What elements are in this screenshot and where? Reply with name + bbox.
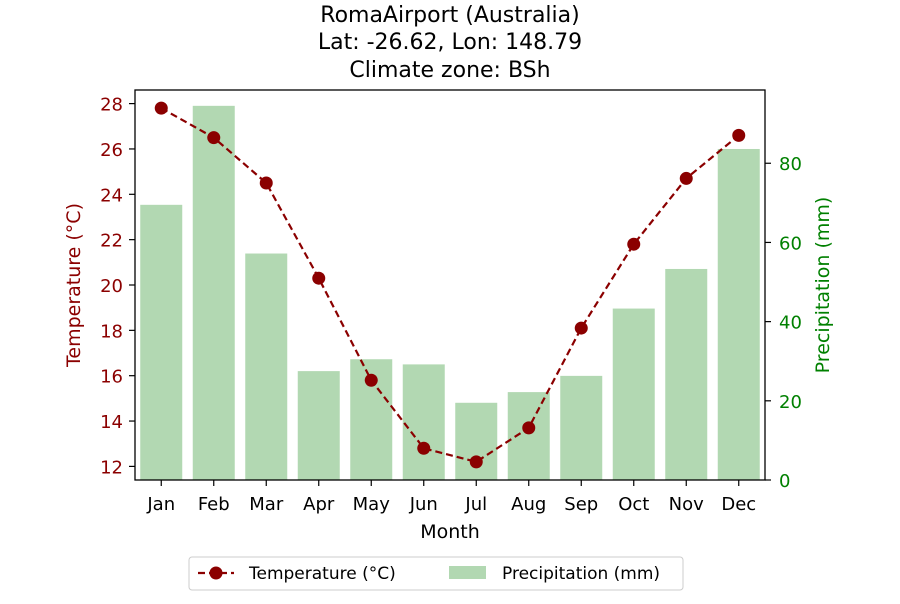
chart-title-line-2: Lat: -26.62, Lon: 148.79 <box>318 30 582 55</box>
temperature-point-aug <box>522 421 536 435</box>
x-tick-label-mar: Mar <box>249 494 284 515</box>
temperature-line-series <box>154 101 746 469</box>
x-tick-label-may: May <box>353 494 391 515</box>
legend-temperature-label: Temperature (°C) <box>248 564 396 584</box>
precipitation-bar-jul <box>455 402 498 480</box>
temperature-point-dec <box>732 128 746 142</box>
x-tick-label-jun: Jun <box>409 494 438 515</box>
precipitation-bar-jun <box>402 364 445 480</box>
legend-temperature-marker <box>209 566 223 580</box>
left-tick-label-28: 28 <box>100 95 123 116</box>
temperature-point-oct <box>627 237 641 251</box>
right-tick-label-20: 20 <box>779 392 802 413</box>
x-tick-label-nov: Nov <box>669 494 704 515</box>
x-tick-label-jan: Jan <box>146 494 175 515</box>
precipitation-bar-jan <box>140 204 183 480</box>
temperature-point-mar <box>259 176 273 190</box>
precipitation-bar-sep <box>560 375 603 480</box>
x-axis-label: Month <box>420 521 480 543</box>
left-tick-label-24: 24 <box>100 185 123 206</box>
left-tick-label-20: 20 <box>100 276 123 297</box>
precipitation-bar-aug <box>507 392 550 480</box>
left-axis-label: Temperature (°C) <box>63 203 85 368</box>
precipitation-bar-dec <box>717 148 760 481</box>
left-tick-label-18: 18 <box>100 321 123 342</box>
temperature-point-jul <box>469 455 483 469</box>
temperature-line <box>160 107 740 464</box>
temperature-point-jan <box>154 101 168 115</box>
x-tick-label-jul: Jul <box>464 494 487 515</box>
left-tick-label-16: 16 <box>100 367 123 388</box>
right-tick-label-80: 80 <box>779 154 802 175</box>
temperature-point-may <box>364 373 378 387</box>
x-tick-label-apr: Apr <box>303 494 335 515</box>
x-tick-label-oct: Oct <box>618 494 649 515</box>
left-tick-label-14: 14 <box>100 412 123 433</box>
chart-title-line-3: Climate zone: BSh <box>349 58 550 83</box>
chart-title-line-1: RomaAirport (Australia) <box>320 3 579 28</box>
left-tick-label-26: 26 <box>100 140 123 161</box>
legend-frame <box>188 556 684 591</box>
left-tick-label-22: 22 <box>100 231 123 252</box>
precipitation-bar-apr <box>297 371 340 480</box>
axes: Jan Feb Mar Apr May Jun Jul Aug Sep Oct Nov Dec 12 14… <box>100 89 802 515</box>
x-tick-label-aug: Aug <box>511 494 546 515</box>
legend: Temperature (°C) Precipitation (mm) <box>188 556 684 591</box>
x-tick-label-sep: Sep <box>564 494 598 515</box>
legend-precipitation-label: Precipitation (mm) <box>502 564 660 584</box>
precipitation-bar-mar <box>245 253 288 480</box>
x-tick-label-feb: Feb <box>198 494 230 515</box>
precipitation-bar-oct <box>612 308 655 480</box>
temperature-point-jun <box>417 441 431 455</box>
precipitation-bar-feb <box>192 105 235 480</box>
right-tick-label-60: 60 <box>779 233 802 254</box>
right-axis-label: Precipitation (mm) <box>812 197 834 374</box>
left-tick-label-12: 12 <box>100 457 123 478</box>
precipitation-bar-nov <box>665 268 708 480</box>
temperature-point-sep <box>574 321 588 335</box>
legend-precipitation-swatch <box>449 566 486 579</box>
right-tick-label-40: 40 <box>779 313 802 334</box>
temperature-point-apr <box>312 271 326 285</box>
x-tick-label-dec: Dec <box>721 494 756 515</box>
temperature-point-nov <box>679 171 693 185</box>
right-tick-label-0: 0 <box>779 471 790 492</box>
temperature-point-feb <box>207 131 221 145</box>
